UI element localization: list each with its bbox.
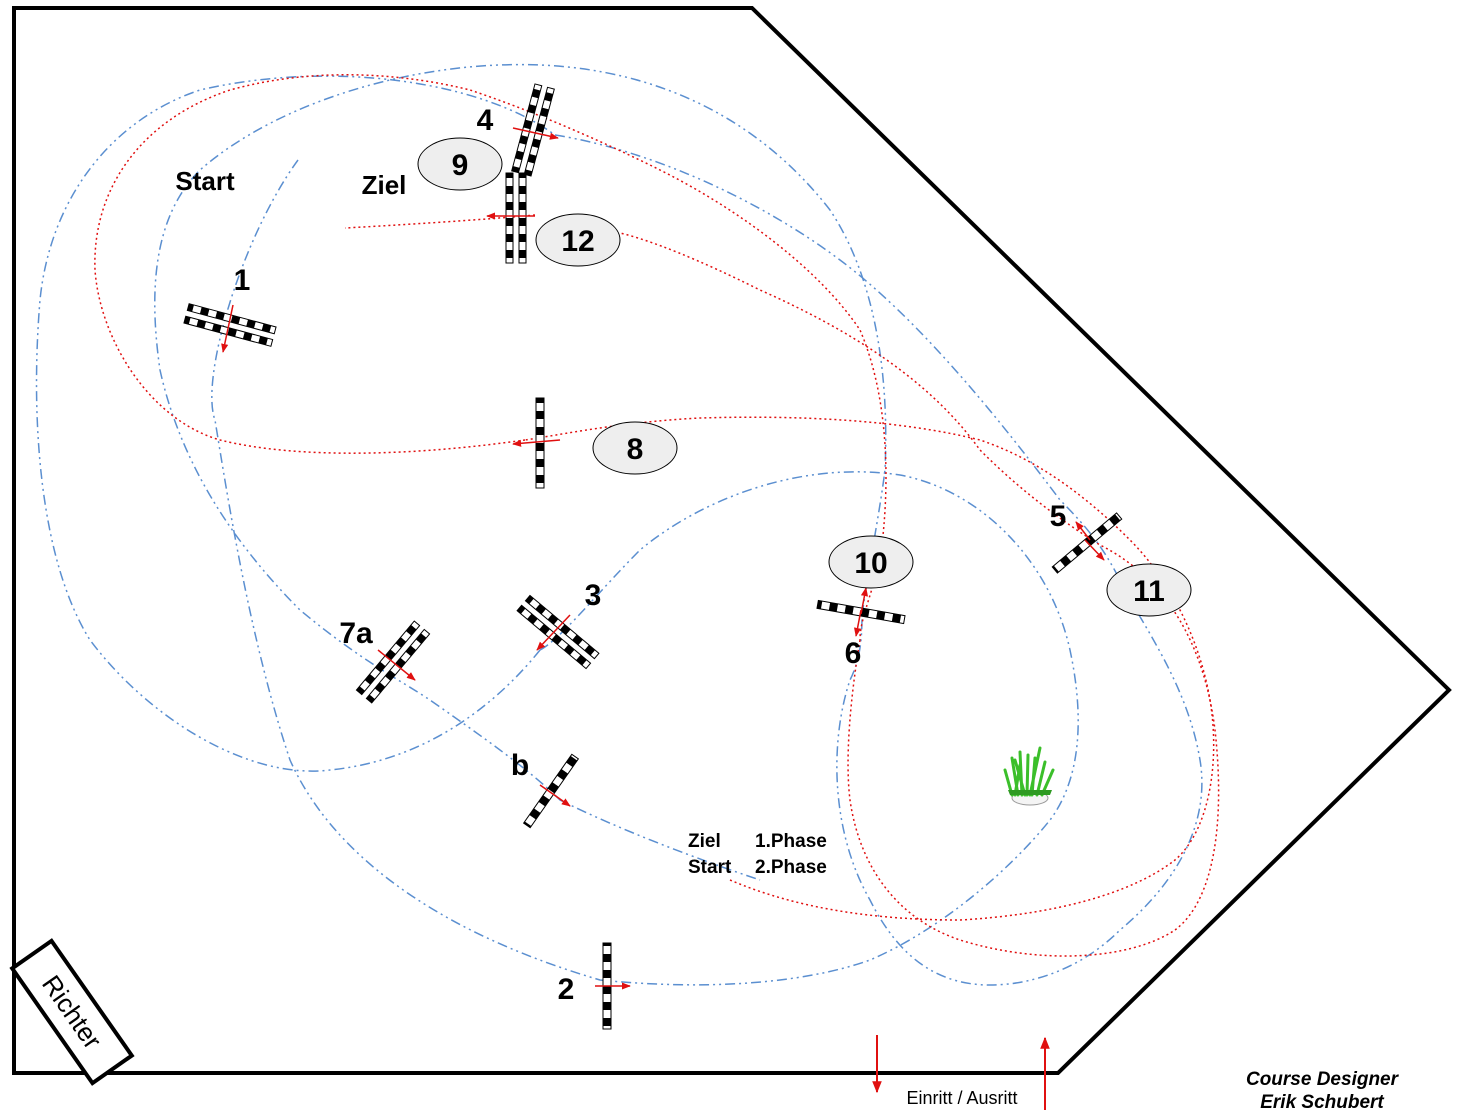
obstacle-1-arrow <box>221 304 234 353</box>
obstacle-6-arrow <box>853 609 862 637</box>
obstacle-4-arrow <box>512 127 559 140</box>
judge-box: Richter <box>9 938 135 1086</box>
obstacle-5-arrow <box>1075 521 1091 541</box>
label-11: 11 <box>1133 575 1165 608</box>
label-9: 9 <box>452 149 469 182</box>
bubble-8 <box>592 421 678 475</box>
label-8: 8 <box>627 433 644 466</box>
obstacle-3 <box>516 594 600 670</box>
obstacle-8 <box>535 397 545 489</box>
plant-icon <box>1003 746 1055 806</box>
bubble-12 <box>535 213 621 267</box>
label-7a: 7a <box>339 617 373 650</box>
start-label: Start <box>175 166 235 196</box>
bubble-9 <box>417 137 503 191</box>
label-b: b <box>511 749 529 782</box>
obstacle-8-arrow <box>512 439 561 447</box>
arena-border <box>12 6 1452 1075</box>
designer-title: Course Designer <box>1246 1069 1400 1090</box>
bubble-10 <box>828 535 914 589</box>
obstacle-11-arrow <box>1084 539 1105 561</box>
obstacle-7a-arrow <box>377 649 416 681</box>
route-phase2 <box>94 74 1220 957</box>
label-10: 10 <box>854 547 887 580</box>
obstacle-3-arrow <box>536 614 571 651</box>
entry-label: Einritt / Ausritt <box>906 1088 1017 1108</box>
designer-name: Erik Schubert <box>1260 1092 1384 1112</box>
finish-label: Ziel <box>362 170 407 200</box>
phase-ziel-label: Ziel <box>688 831 721 852</box>
bubble-11 <box>1106 563 1192 617</box>
label-6: 6 <box>845 637 862 670</box>
label-5: 5 <box>1050 500 1067 533</box>
obstacle-12 <box>505 172 527 264</box>
obstacle-4 <box>511 83 555 177</box>
label-3: 3 <box>585 579 602 612</box>
label-2: 2 <box>558 973 575 1006</box>
label-1: 1 <box>234 264 251 297</box>
label-12: 12 <box>561 225 594 258</box>
phase-2-label: 2.Phase <box>755 857 827 878</box>
obstacle-b <box>522 753 580 829</box>
route-phase1 <box>35 63 1203 986</box>
obstacle-1 <box>183 303 277 347</box>
obstacle-10-arrow <box>860 587 869 615</box>
label-4: 4 <box>477 104 494 137</box>
phase-start-label: Start <box>688 857 732 878</box>
obstacle-b-arrow <box>539 784 571 807</box>
phase-1-label: 1.Phase <box>755 831 827 852</box>
